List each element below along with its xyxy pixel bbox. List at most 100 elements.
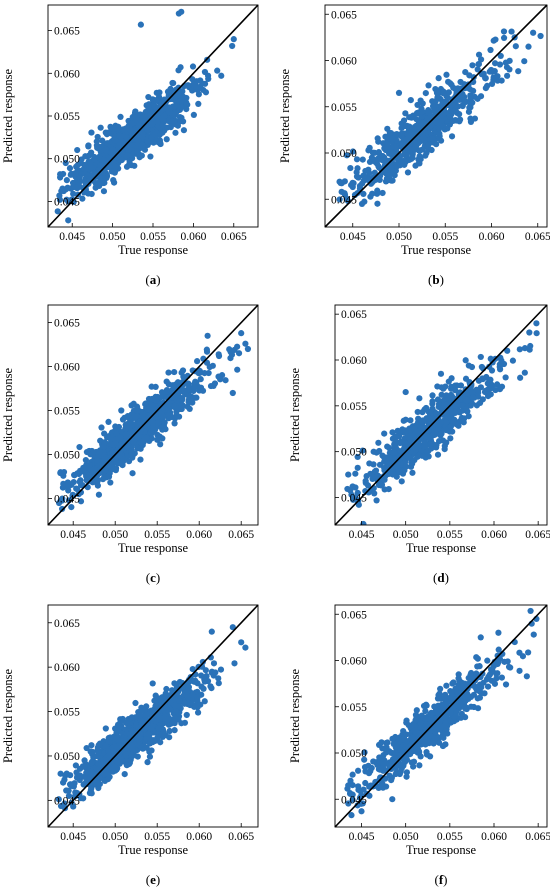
data-point <box>189 63 197 70</box>
data-point <box>379 745 386 752</box>
x-tick-label: 0.065 <box>221 231 247 243</box>
data-point <box>97 437 104 444</box>
data-point <box>450 418 457 425</box>
panel-f: 0.045 0.050 0.055 0.060 0.0650.0450.0500.055… <box>288 604 550 887</box>
data-point <box>177 64 184 71</box>
y-tick-label: 0.055 <box>54 111 80 123</box>
data-point <box>91 156 98 163</box>
data-point <box>437 137 445 144</box>
data-point <box>115 143 122 150</box>
data-point <box>96 740 104 747</box>
data-point <box>403 441 410 449</box>
data-point <box>149 406 156 414</box>
data-point <box>139 142 146 149</box>
y-axis-label: Predicted response <box>1 368 15 463</box>
data-point <box>222 377 229 384</box>
data-point <box>235 350 243 357</box>
x-tick-label: 0.045 <box>349 529 375 541</box>
data-point <box>133 722 140 729</box>
data-point <box>382 760 389 767</box>
data-point <box>77 177 84 185</box>
data-point <box>436 690 443 697</box>
data-point <box>506 57 513 64</box>
x-tick-label: 0.050 <box>393 529 419 541</box>
data-point <box>183 711 190 719</box>
data-point <box>427 711 434 718</box>
data-point <box>447 435 454 442</box>
data-point <box>229 389 236 397</box>
data-point <box>184 82 192 89</box>
data-point <box>336 196 343 203</box>
data-point <box>507 664 514 671</box>
data-point <box>204 332 211 339</box>
x-axis-label: True response <box>118 541 188 555</box>
data-point <box>501 658 508 665</box>
data-point <box>110 765 118 772</box>
data-point <box>234 343 241 350</box>
data-point <box>436 130 443 137</box>
x-tick-label: 0.065 <box>228 831 254 843</box>
data-point <box>96 775 103 782</box>
data-point <box>190 111 197 118</box>
data-point <box>175 413 183 420</box>
data-point <box>456 409 463 416</box>
data-point <box>109 465 116 473</box>
data-point <box>416 395 423 402</box>
data-point <box>423 417 430 424</box>
data-point <box>376 757 383 765</box>
data-point <box>362 167 369 175</box>
data-point <box>212 669 219 676</box>
data-point <box>204 72 212 79</box>
data-point <box>63 177 70 184</box>
data-point <box>473 386 480 393</box>
data-point <box>423 702 430 709</box>
x-tick-label: 0.055 <box>437 529 463 541</box>
data-point <box>183 692 191 699</box>
data-point <box>425 447 432 454</box>
data-point <box>412 717 419 724</box>
data-point <box>348 812 355 819</box>
data-point <box>425 740 433 747</box>
data-point <box>476 694 484 701</box>
data-point <box>349 148 357 155</box>
data-point <box>403 769 411 776</box>
data-point <box>88 758 95 766</box>
data-point <box>55 796 62 803</box>
data-point <box>105 752 112 759</box>
data-point <box>384 739 391 746</box>
data-point <box>229 42 236 50</box>
data-point <box>389 735 396 742</box>
x-axis-label: True response <box>406 843 476 857</box>
data-point <box>487 391 494 398</box>
data-point <box>401 161 408 168</box>
data-point <box>367 470 374 477</box>
data-point <box>57 174 64 181</box>
data-point <box>467 104 474 111</box>
data-point <box>100 443 107 450</box>
data-point <box>470 703 477 711</box>
data-point <box>537 32 544 40</box>
data-point <box>475 51 483 58</box>
data-point <box>180 127 188 134</box>
data-point <box>486 68 493 75</box>
data-point <box>473 686 480 693</box>
scatter-points <box>55 330 252 513</box>
data-point <box>126 414 133 421</box>
data-point <box>88 149 95 156</box>
data-point <box>215 675 222 682</box>
data-point <box>512 43 519 50</box>
data-point <box>202 89 210 96</box>
data-point <box>422 733 429 740</box>
data-point <box>177 117 184 124</box>
data-point <box>389 796 396 803</box>
data-point <box>137 21 144 28</box>
y-tick-label: 0.060 <box>54 662 80 674</box>
data-point <box>148 435 155 442</box>
data-point <box>500 28 508 35</box>
data-point <box>82 456 89 464</box>
data-point <box>185 380 192 387</box>
y-tick-label: 0.060 <box>54 68 80 80</box>
data-point <box>148 383 155 390</box>
data-point <box>519 653 527 660</box>
